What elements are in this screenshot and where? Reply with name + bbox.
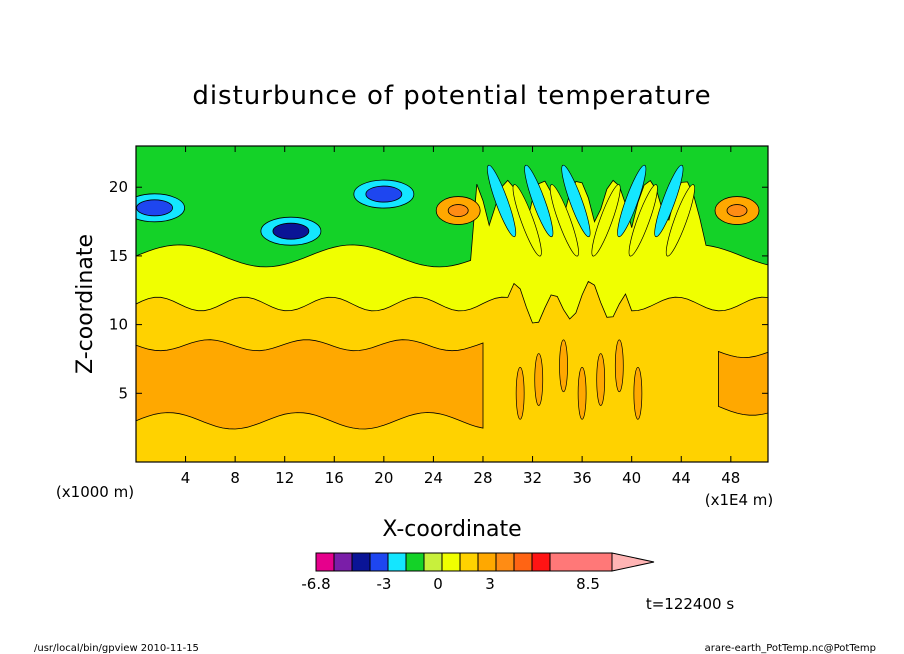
time-label: t=122400 s — [646, 595, 734, 613]
colorbar-segment — [351, 552, 371, 572]
chart-title: disturbunce of potential temperature — [192, 81, 711, 111]
x-tick-label: 24 — [424, 469, 443, 487]
colorbar-tick-label: 8.5 — [576, 575, 600, 593]
colorbar-tick-label: 0 — [433, 575, 443, 593]
x-tick-label: 12 — [275, 469, 294, 487]
colorbar-segment — [531, 552, 551, 572]
contour-cell — [559, 339, 568, 393]
colorbar-segment — [405, 552, 425, 572]
contour-finger — [665, 184, 695, 257]
contour-cell — [577, 366, 587, 420]
x-tick-label: 40 — [622, 469, 641, 487]
contour-cell — [596, 353, 606, 406]
colorbar-segment — [513, 552, 533, 572]
x-tick-label: 20 — [374, 469, 393, 487]
colorbar-segment — [315, 552, 335, 572]
x-axis-label: X-coordinate — [382, 517, 521, 542]
y-tick-label: 10 — [109, 316, 128, 334]
x-tick-label: 16 — [325, 469, 344, 487]
contour-finger — [654, 164, 684, 238]
contour-finger — [617, 164, 647, 238]
contour-cell — [515, 366, 525, 420]
contour-finger — [561, 164, 591, 238]
colorbar-segment — [423, 552, 443, 572]
contour-band-low — [136, 339, 484, 430]
x-tick-label: 32 — [523, 469, 542, 487]
x-tick-label: 36 — [573, 469, 592, 487]
colorbar-arrow — [611, 552, 655, 572]
contour-maximum-core — [726, 204, 748, 217]
plot-area — [136, 146, 768, 462]
contour-finger — [549, 184, 579, 257]
colorbar-segment — [387, 552, 407, 572]
contour-maximum-core — [447, 204, 469, 217]
colorbar-tick-label: -3 — [377, 575, 392, 593]
contour-finger — [591, 184, 621, 257]
contour-cell — [633, 366, 643, 420]
contour-finger — [524, 164, 554, 238]
contour-finger — [628, 184, 658, 257]
colorbar-segment — [369, 552, 389, 572]
plot-frame — [135, 145, 769, 463]
contour-finger — [487, 164, 517, 238]
colorbar-segment — [477, 552, 497, 572]
footer-right-text: arare-earth_PotTemp.nc@PotTemp — [705, 643, 876, 654]
colorbar-segment — [459, 552, 479, 572]
colorbar — [315, 552, 655, 572]
colorbar-segment — [441, 552, 461, 572]
contour-band-low — [717, 350, 768, 416]
colorbar-segment — [333, 552, 353, 572]
x-tick-label: 8 — [230, 469, 240, 487]
y-axis: 5 10 15 20 — [109, 178, 768, 402]
x-unit-note: (x1E4 m) — [705, 491, 774, 509]
colorbar-tick-label: 3 — [485, 575, 495, 593]
x-tick-label: 48 — [721, 469, 740, 487]
y-tick-label: 5 — [118, 384, 128, 402]
contour-minimum-core — [365, 185, 403, 203]
contour-cell — [534, 353, 544, 406]
contour-cell — [614, 339, 624, 393]
contour-minimum-core — [272, 222, 310, 240]
colorbar-segment — [495, 552, 515, 572]
x-tick-label: 44 — [672, 469, 691, 487]
y-axis-label: Z-coordinate — [73, 234, 98, 374]
x-tick-label: 4 — [181, 469, 191, 487]
colorbar-segment — [549, 552, 613, 572]
colorbar-tick-label: -6.8 — [301, 575, 330, 593]
y-unit-note: (x1000 m) — [56, 483, 134, 501]
y-tick-label: 15 — [109, 247, 128, 265]
x-axis: 4 8 12 16 20 24 28 32 36 40 44 48 — [181, 146, 740, 487]
footer-left-text: /usr/local/bin/gpview 2010-11-15 — [34, 643, 199, 654]
x-tick-label: 28 — [473, 469, 492, 487]
contour-finger — [512, 184, 542, 257]
y-tick-label: 20 — [109, 178, 128, 196]
colorbar-tick-labels: -6.8 -3 0 3 8.5 — [301, 575, 600, 593]
contour-minimum-core — [136, 199, 173, 217]
